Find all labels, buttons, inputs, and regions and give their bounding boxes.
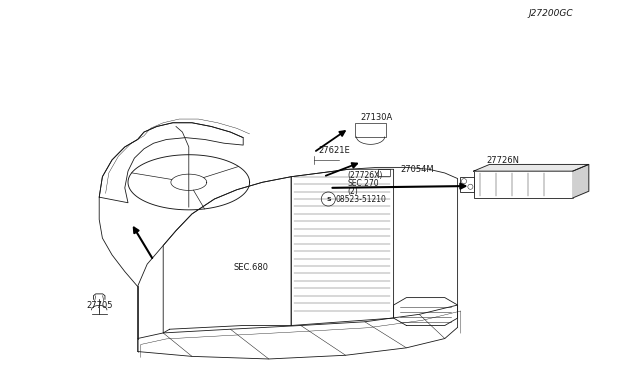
Text: (27726X): (27726X) <box>348 171 383 180</box>
Text: 27130A: 27130A <box>360 113 392 122</box>
FancyBboxPatch shape <box>378 169 390 176</box>
FancyBboxPatch shape <box>474 171 573 198</box>
Text: J27200GC: J27200GC <box>528 9 573 18</box>
Text: 27705: 27705 <box>86 301 113 310</box>
Text: SEC.270: SEC.270 <box>348 179 379 188</box>
Text: 27621E: 27621E <box>319 146 351 155</box>
Text: (2): (2) <box>348 187 358 196</box>
Polygon shape <box>474 164 589 171</box>
Polygon shape <box>573 164 589 198</box>
Text: 27054M: 27054M <box>400 165 434 174</box>
Text: 27726N: 27726N <box>487 156 520 165</box>
Text: 08523-51210: 08523-51210 <box>336 195 387 203</box>
Text: SEC.680: SEC.680 <box>234 263 269 272</box>
FancyBboxPatch shape <box>460 177 474 192</box>
FancyBboxPatch shape <box>355 123 386 137</box>
Text: S: S <box>326 196 331 202</box>
